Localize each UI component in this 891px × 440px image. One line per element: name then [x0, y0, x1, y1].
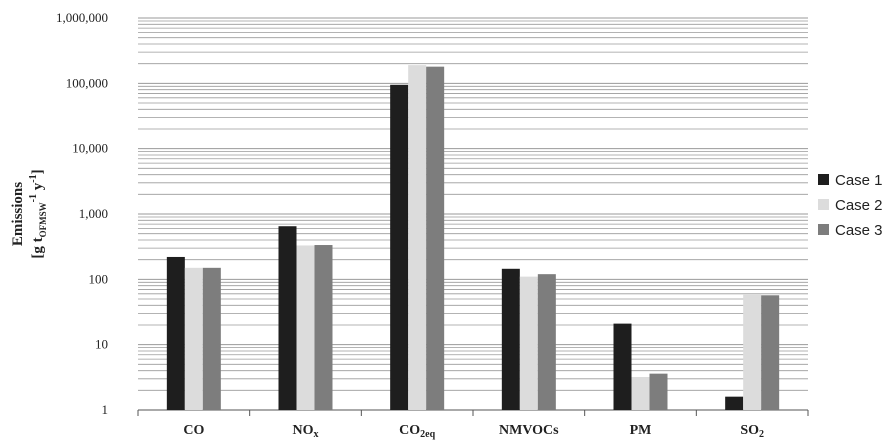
y-tick-label: 10,000	[72, 141, 108, 156]
category-label: NOx	[293, 423, 319, 440]
y-axis-label: Emissions[g tOFMSW-1 y-1]	[10, 169, 48, 258]
y-axis-label-line2: [g tOFMSW-1 y-1]	[28, 169, 48, 258]
legend-swatch	[818, 224, 829, 235]
y-tick-label: 100	[89, 271, 109, 286]
bar-case-2	[520, 277, 538, 410]
bar-case-3	[203, 268, 221, 410]
category-label: NMVOCs	[499, 423, 559, 438]
bar-case-1	[279, 226, 297, 410]
bar-case-2	[297, 245, 315, 410]
bar-case-3	[426, 67, 444, 410]
bar-case-3	[315, 245, 333, 410]
bar-case-1	[167, 257, 185, 410]
bar-case-3	[761, 295, 779, 410]
grid-lines	[138, 18, 808, 416]
y-tick-label: 1	[102, 402, 109, 417]
bar-case-3	[538, 274, 556, 410]
bar-case-1	[725, 397, 743, 410]
bar-case-1	[390, 85, 408, 410]
legend-label: Case 1	[835, 172, 883, 189]
y-tick-label: 1,000,000	[56, 10, 108, 25]
bar-case-2	[185, 268, 203, 410]
x-axis-categories: CO NOx CO2eq NMVOCs PM SO2	[183, 423, 764, 440]
bar-case-3	[650, 374, 668, 410]
legend-swatch	[818, 174, 829, 185]
bar-case-2	[408, 65, 426, 410]
bar-case-1	[614, 324, 632, 410]
y-tick-label: 10	[95, 337, 108, 352]
category-label: CO2eq	[399, 423, 435, 440]
y-axis-ticks: 1 10 100 1,000 10,000 100,000 1,000,000	[56, 10, 108, 417]
bar-case-1	[502, 269, 520, 410]
bar-case-2	[743, 295, 761, 410]
category-label: PM	[630, 423, 652, 438]
category-label: SO2	[740, 423, 764, 440]
bar-case-2	[632, 377, 650, 410]
legend-label: Case 2	[835, 197, 883, 214]
legend-swatch	[818, 199, 829, 210]
category-label: CO	[183, 423, 204, 438]
y-axis-label-line1: Emissions	[10, 182, 26, 246]
bars	[167, 65, 779, 410]
legend: Case 1 Case 2 Case 3	[818, 172, 883, 239]
y-tick-label: 1,000	[79, 206, 108, 221]
legend-label: Case 3	[835, 222, 883, 239]
y-tick-label: 100,000	[66, 75, 108, 90]
